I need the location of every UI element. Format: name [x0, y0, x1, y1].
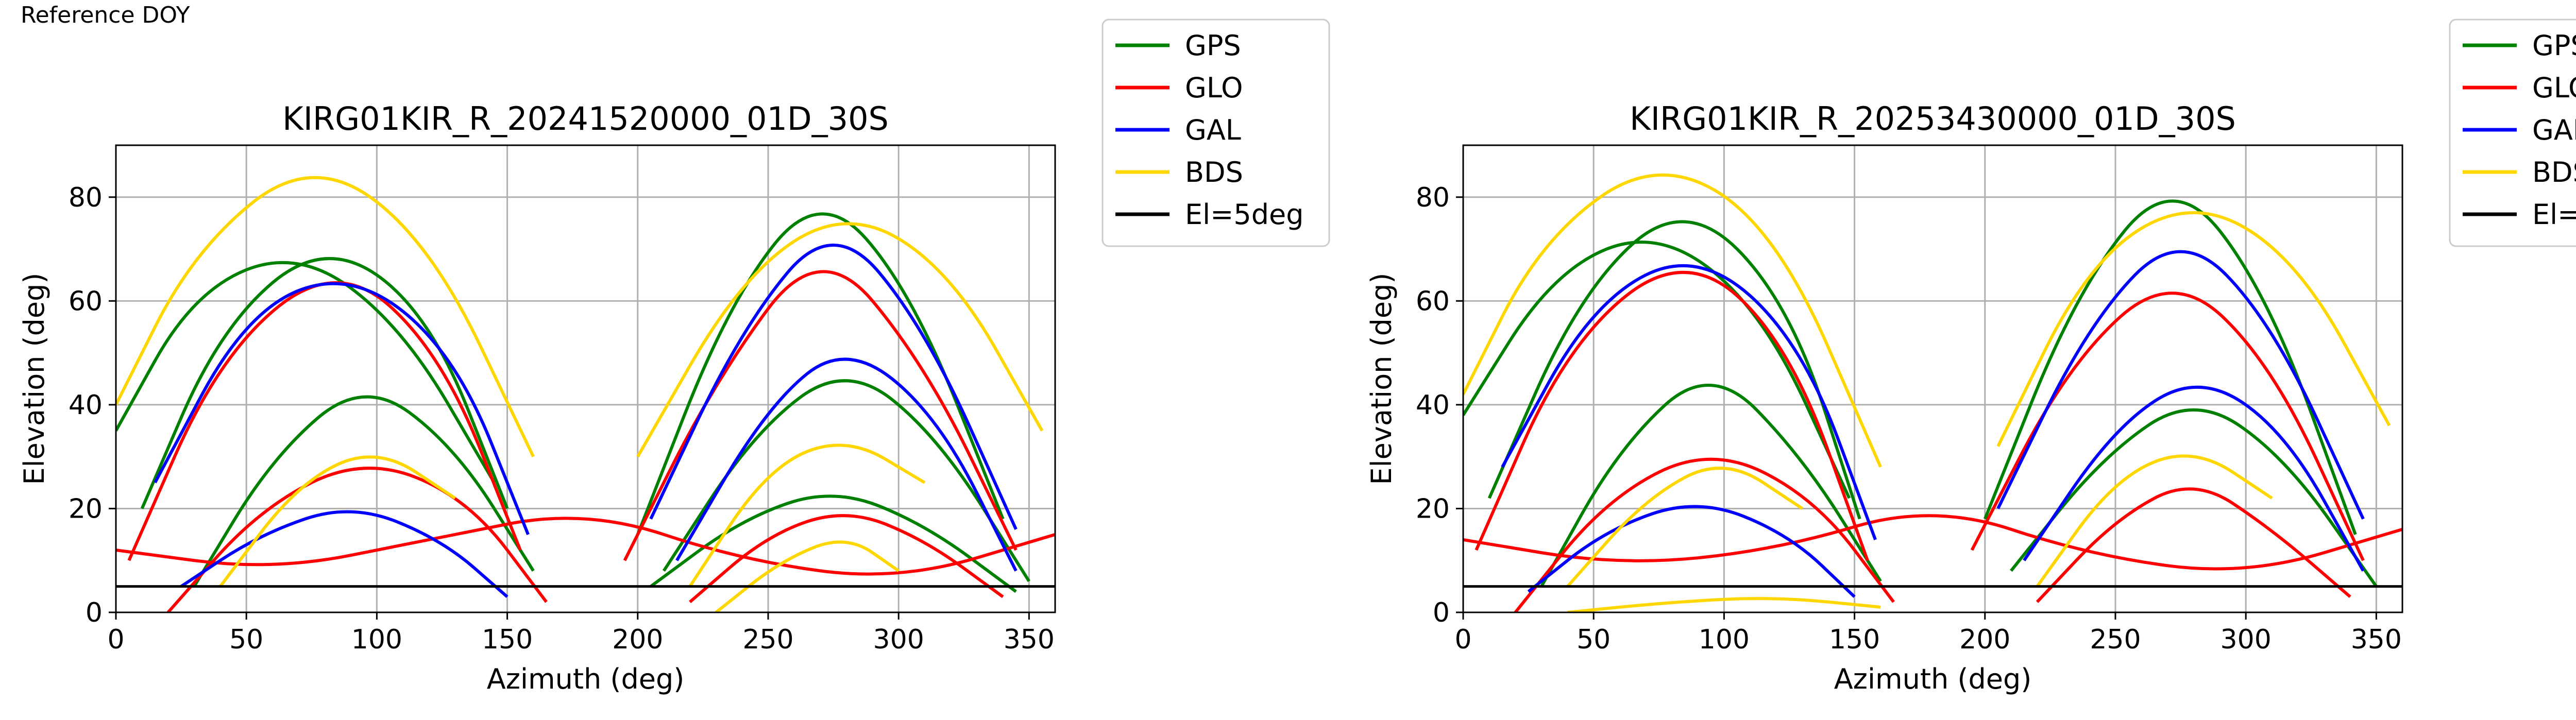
series-track	[1996, 250, 2365, 520]
legend-entry: GPS	[2532, 29, 2576, 62]
x-tick-label: 100	[1699, 624, 1750, 655]
legend-entry: GPS	[1185, 29, 1241, 62]
legend-entry: GLO	[2532, 72, 2576, 104]
chart-panel-2: 0 50 100 150 200 250 300 350 0 20 40 60 80 KIRG01KIR_…	[1365, 19, 2576, 695]
series-gps	[1463, 199, 2378, 588]
series-track	[127, 281, 522, 561]
x-tick-label: 200	[1959, 624, 2010, 655]
legend-entry: GAL	[2532, 114, 2576, 146]
series-track	[1567, 597, 1881, 612]
legend-entry: GAL	[1185, 114, 1241, 146]
series-track	[623, 270, 1018, 561]
x-tick-label: 50	[229, 624, 263, 655]
y-tick-label: 80	[69, 182, 103, 213]
axes-frame	[1462, 144, 2403, 613]
x-tick-label: 0	[107, 624, 124, 655]
series-track	[688, 443, 926, 588]
x-axis-label: Azimuth (deg)	[487, 663, 685, 695]
x-tick-label: 50	[1577, 624, 1611, 655]
series-track	[1463, 173, 1882, 468]
series-track	[116, 261, 496, 484]
series-track	[219, 455, 456, 588]
series-track	[662, 379, 1030, 582]
x-tick-label: 300	[2221, 624, 2272, 655]
series-track	[675, 357, 1018, 572]
y-tick-label: 20	[1416, 493, 1450, 524]
x-tick-label: 300	[873, 624, 924, 655]
legend-entry: El=5deg	[2532, 198, 2576, 231]
figure-label: Reference DOY	[21, 2, 190, 28]
series-track	[1527, 505, 1856, 598]
series-track	[2023, 385, 2365, 572]
y-tick-label: 20	[69, 493, 103, 524]
series-track	[1463, 241, 1851, 499]
legend-entry: BDS	[2532, 156, 2576, 188]
plot-area	[116, 145, 1055, 612]
legend-box	[2449, 19, 2576, 247]
x-tick-label: 350	[1004, 624, 1055, 655]
series-track	[154, 282, 530, 535]
series-track	[1514, 457, 1895, 612]
series-track	[1970, 292, 2365, 561]
series-track	[1566, 467, 1803, 588]
x-tick-label: 250	[742, 624, 793, 655]
series-track	[193, 395, 535, 588]
series-track	[1540, 383, 1882, 588]
series-bds	[116, 176, 1044, 612]
series-gps	[116, 212, 1030, 593]
x-tick-label: 0	[1454, 624, 1471, 655]
chart-title: KIRG01KIR_R_20241520000_01D_30S	[282, 100, 889, 138]
y-axis-label: Elevation (deg)	[18, 273, 50, 485]
plot-area	[1463, 145, 2402, 612]
y-axis-label: Elevation (deg)	[1365, 273, 1398, 485]
x-tick-label: 200	[612, 624, 663, 655]
legend-box	[1101, 19, 1330, 247]
legend: GPS GLO GAL BDS El=5deg	[1101, 19, 1330, 247]
axes-frame	[115, 144, 1056, 613]
series-track	[1501, 264, 1877, 540]
chart-title: KIRG01KIR_R_20253430000_01D_30S	[1630, 100, 2236, 138]
series-gal	[154, 244, 1018, 598]
x-tick-label: 150	[1829, 624, 1880, 655]
y-tick-label: 60	[69, 286, 103, 317]
series-track	[636, 222, 1044, 458]
series-track	[636, 212, 1005, 535]
x-tick-label: 150	[482, 624, 533, 655]
series-track	[116, 517, 1055, 576]
legend-entry: GLO	[1185, 72, 1243, 104]
series-track	[1996, 211, 2391, 447]
series-track	[650, 494, 1017, 593]
series-layer	[1463, 173, 2402, 612]
series-track	[689, 514, 1004, 604]
chart-panel-1: 0 50 100 150 200 250 300 350 0 20 40 60 80 KIRG01KIR_…	[18, 19, 1330, 695]
x-tick-label: 350	[2351, 624, 2402, 655]
legend-entry: BDS	[1185, 156, 1243, 188]
y-tick-label: 40	[1416, 390, 1450, 421]
y-tick-label: 40	[69, 390, 103, 421]
series-track	[2036, 454, 2273, 588]
series-track	[715, 540, 900, 612]
x-axis-label: Azimuth (deg)	[1834, 663, 2032, 695]
y-tick-label: 60	[1416, 286, 1450, 317]
series-track	[140, 257, 509, 509]
legend-entry: El=5deg	[1185, 198, 1304, 231]
series-layer	[116, 176, 1055, 612]
series-track	[2036, 487, 2351, 603]
series-track	[1983, 199, 2357, 535]
y-tick-label: 0	[1433, 597, 1450, 628]
series-track	[649, 244, 1018, 530]
series-track	[180, 510, 509, 598]
series-bds	[1463, 173, 2391, 612]
series-track	[116, 176, 535, 457]
y-tick-label: 80	[1416, 182, 1450, 213]
x-tick-label: 250	[2090, 624, 2141, 655]
x-tick-label: 100	[351, 624, 402, 655]
series-gal	[1501, 250, 2365, 598]
legend: GPS GLO GAL BDS El=5deg	[2449, 19, 2576, 247]
series-track	[1475, 271, 1869, 561]
y-tick-label: 0	[86, 597, 103, 628]
